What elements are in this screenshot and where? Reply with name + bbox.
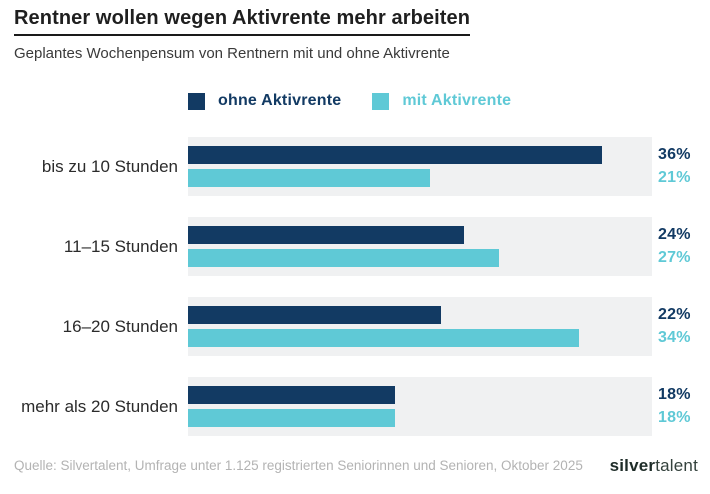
value-label-ohne: 24% xyxy=(658,226,691,243)
chart-row: bis zu 10 Stunden 36% 21% xyxy=(0,137,710,196)
legend-label-ohne: ohne Aktivrente xyxy=(218,92,342,109)
chart-row: mehr als 20 Stunden 18% 18% xyxy=(0,377,710,436)
source-note: Quelle: Silvertalent, Umfrage unter 1.12… xyxy=(14,458,583,473)
value-label-mit: 21% xyxy=(658,169,691,186)
legend: ohne Aktivrente mit Aktivrente xyxy=(188,92,511,110)
row-panel xyxy=(188,217,652,276)
bar-mit-aktivrente xyxy=(188,249,499,267)
value-label-mit: 18% xyxy=(658,409,691,426)
value-label-mit: 34% xyxy=(658,329,691,346)
subtitle: Geplantes Wochenpensum von Rentnern mit … xyxy=(14,45,450,62)
category-label: bis zu 10 Stunden xyxy=(41,156,178,176)
value-label-ohne: 36% xyxy=(658,146,691,163)
legend-label-mit: mit Aktivrente xyxy=(402,92,512,109)
value-label-ohne: 22% xyxy=(658,306,691,323)
page-title: Rentner wollen wegen Aktivrente mehr arb… xyxy=(14,7,471,36)
bar-mit-aktivrente xyxy=(188,329,579,347)
category-label: mehr als 20 Stunden xyxy=(21,396,178,416)
legend-swatch-navy-icon xyxy=(188,92,205,110)
row-panel xyxy=(188,137,652,196)
chart-row: 11–15 Stunden 24% 27% xyxy=(0,217,710,276)
value-label-mit: 27% xyxy=(658,249,691,266)
category-label: 16–20 Stunden xyxy=(62,316,178,336)
chart-row: 16–20 Stunden 22% 34% xyxy=(0,297,710,356)
logo-text-light: talent xyxy=(655,456,698,475)
bar-mit-aktivrente xyxy=(188,169,430,187)
bar-ohne-aktivrente xyxy=(188,146,602,164)
bar-ohne-aktivrente xyxy=(188,386,395,404)
bar-ohne-aktivrente xyxy=(188,306,441,324)
bar-ohne-aktivrente xyxy=(188,226,464,244)
legend-item-mit-aktivrente: mit Aktivrente xyxy=(372,92,511,110)
logo-text-bold: silver xyxy=(609,456,656,475)
row-panel xyxy=(188,377,652,436)
silvertalent-logo: silvertalent xyxy=(610,456,698,476)
row-panel xyxy=(188,297,652,356)
category-label: 11–15 Stunden xyxy=(63,236,178,256)
legend-item-ohne-aktivrente: ohne Aktivrente xyxy=(188,92,341,110)
legend-swatch-cyan-icon xyxy=(372,92,390,110)
value-label-ohne: 18% xyxy=(658,386,691,403)
bar-mit-aktivrente xyxy=(188,409,395,427)
